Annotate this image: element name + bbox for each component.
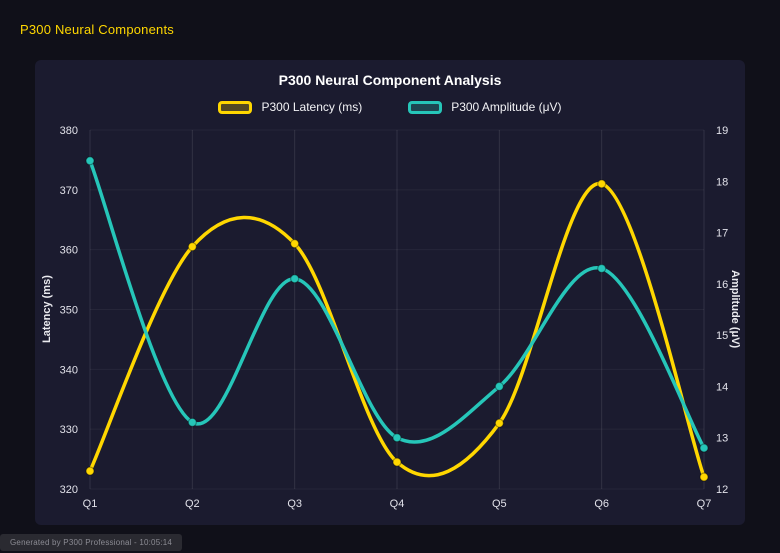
- x-tick-label: Q5: [492, 498, 507, 510]
- legend-label-latency: P300 Latency (ms): [261, 100, 363, 114]
- latency-series-swatch: [218, 100, 253, 114]
- data-point-latency[interactable]: [290, 239, 300, 249]
- data-point-amplitude[interactable]: [187, 417, 197, 427]
- data-point-amplitude[interactable]: [85, 156, 95, 166]
- left-tick-label: 380: [60, 125, 78, 137]
- legend-item-amplitude[interactable]: P300 Amplitude (μV): [408, 100, 562, 114]
- data-point-latency[interactable]: [494, 418, 504, 428]
- footer-badge: Generated by P300 Professional - 10:05:1…: [0, 534, 183, 551]
- data-point-latency[interactable]: [597, 179, 607, 189]
- x-tick-label: Q3: [287, 498, 302, 510]
- right-tick-label: 19: [716, 125, 728, 137]
- page-title: P300 Neural Components: [20, 22, 174, 37]
- x-tick-label: Q4: [390, 498, 405, 510]
- left-tick-label: 370: [60, 185, 78, 197]
- legend-item-latency[interactable]: P300 Latency (ms): [218, 100, 362, 114]
- data-point-amplitude[interactable]: [290, 274, 300, 284]
- right-tick-label: 18: [716, 176, 728, 188]
- right-tick-label: 15: [716, 330, 728, 342]
- right-tick-label: 14: [716, 381, 728, 393]
- left-tick-label: 330: [60, 424, 78, 436]
- legend-label-amplitude: P300 Amplitude (μV): [451, 100, 562, 114]
- data-point-latency[interactable]: [85, 466, 95, 476]
- data-point-latency[interactable]: [187, 242, 197, 252]
- data-point-latency[interactable]: [699, 472, 709, 482]
- right-tick-label: 13: [716, 433, 728, 445]
- data-point-amplitude[interactable]: [699, 443, 709, 453]
- left-tick-label: 320: [60, 484, 78, 496]
- data-point-amplitude[interactable]: [597, 263, 607, 274]
- amplitude-series-swatch: [408, 100, 443, 114]
- data-point-latency[interactable]: [392, 457, 402, 467]
- x-tick-label: Q6: [594, 498, 609, 510]
- left-tick-label: 340: [60, 364, 78, 376]
- right-tick-label: 17: [716, 228, 728, 240]
- right-tick-label: 16: [716, 279, 728, 291]
- data-point-amplitude[interactable]: [392, 433, 402, 443]
- data-point-amplitude[interactable]: [494, 381, 504, 392]
- x-tick-label: Q7: [697, 498, 712, 510]
- x-tick-label: Q2: [185, 498, 200, 510]
- chart-title: P300 Neural Component Analysis: [278, 72, 502, 88]
- right-tick-label: 12: [716, 484, 728, 496]
- chart-legend: P300 Latency (ms) P300 Amplitude (μV): [35, 100, 745, 114]
- left-tick-label: 360: [60, 245, 78, 257]
- line-chart: 320 330 340 350 360 370 380 12 13 14 15 16 17 18 19 Q1 Q…: [60, 125, 729, 510]
- chart-panel: P300 Neural Component Analysis P300 Late…: [35, 60, 745, 525]
- x-tick-label: Q1: [83, 498, 98, 510]
- left-tick-label: 350: [60, 305, 78, 317]
- right-axis-title: Amplitude (μV): [729, 270, 741, 349]
